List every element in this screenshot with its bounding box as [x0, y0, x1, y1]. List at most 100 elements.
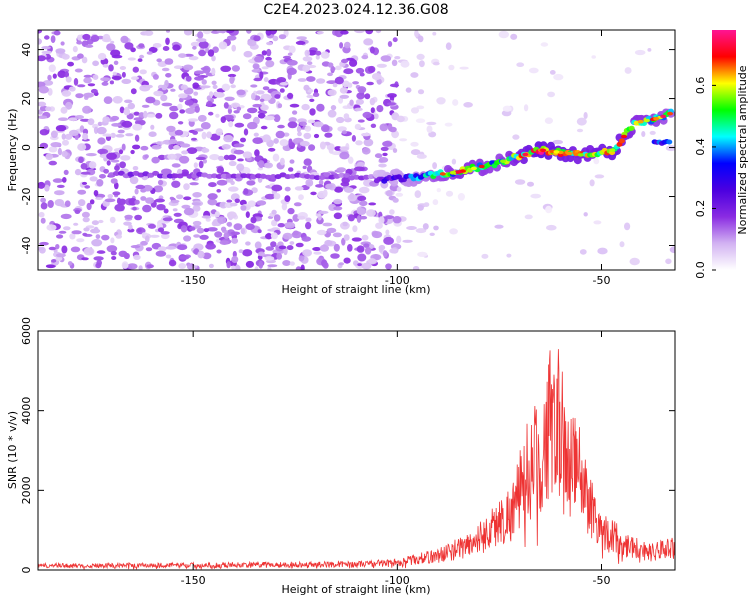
heatmap-y-axis: -40 -20 0 20 40 [20, 43, 675, 254]
heatmap-cell [356, 215, 362, 223]
colorbar-label: Normalized spectral amplitude [736, 65, 749, 234]
heatmap-cell [264, 162, 273, 169]
heatmap-cell [114, 182, 119, 190]
heatmap-cell [197, 250, 205, 259]
heatmap-cell [178, 255, 190, 260]
heatmap-cell [194, 70, 205, 75]
heatmap-cell [306, 76, 316, 82]
heatmap-cell [301, 236, 312, 242]
heatmap-cell [383, 236, 394, 245]
heatmap-cell [106, 152, 117, 160]
heatmap-cell [83, 77, 92, 84]
heatmap-cell [417, 204, 424, 211]
heatmap-cell [319, 141, 326, 150]
heatmap-cell [145, 247, 153, 252]
heatmap-cell [246, 30, 252, 34]
heatmap-cell [349, 99, 354, 106]
heatmap-cell [300, 264, 305, 270]
heatmap-cell [230, 173, 238, 179]
heatmap-cell [227, 73, 237, 78]
heatmap-cell [76, 40, 83, 45]
heatmap-cell [218, 41, 228, 50]
heatmap-cell [252, 137, 264, 145]
heatmap-cell [338, 262, 345, 266]
heatmap-cell [257, 229, 262, 234]
heatmap-cell [38, 85, 49, 94]
heatmap-cell [205, 243, 217, 250]
heatmap-cell [288, 167, 294, 172]
heatmap-cell [243, 128, 249, 136]
heatmap-cell [206, 95, 211, 101]
heatmap-cell [139, 54, 145, 59]
heatmap-cell [416, 53, 425, 61]
heatmap-cell [156, 58, 162, 63]
heatmap-cell [452, 99, 459, 106]
heatmap-cell [165, 254, 172, 259]
heatmap-cell [192, 220, 202, 226]
y-tick-label: 4000 [20, 397, 33, 425]
heatmap-cell [167, 153, 177, 160]
heatmap-cell [318, 179, 324, 186]
heatmap-cell [178, 53, 187, 58]
heatmap-cell [343, 173, 351, 178]
heatmap-cell [117, 170, 125, 176]
heatmap-cell [368, 258, 377, 264]
heatmap-cell [55, 253, 66, 258]
heatmap-cell [68, 86, 76, 92]
heatmap-cell [106, 245, 118, 253]
heatmap-cell [352, 225, 358, 233]
heatmap-cell [618, 138, 625, 144]
heatmap-cell [110, 159, 120, 163]
heatmap-cell [305, 179, 314, 187]
heatmap-cell [130, 149, 135, 155]
heatmap-cell [137, 228, 142, 233]
heatmap-cell [524, 214, 533, 220]
heatmap-cell [242, 249, 253, 257]
heatmap-cell [402, 239, 413, 243]
heatmap-cell [81, 257, 89, 261]
heatmap-cell [339, 151, 350, 160]
heatmap-cell [103, 168, 109, 174]
heatmap-cell [296, 36, 308, 40]
heatmap-cell [40, 197, 46, 203]
heatmap-cell [168, 144, 174, 150]
heatmap-cell [169, 111, 179, 120]
heatmap-cell [217, 216, 227, 225]
heatmap-cell [130, 88, 137, 95]
heatmap-cell [40, 217, 46, 224]
heatmap-cell [146, 114, 156, 118]
heatmap-cell [270, 241, 277, 248]
heatmap-cell [226, 222, 232, 227]
heatmap-cell [370, 107, 375, 114]
heatmap-cell [269, 174, 277, 180]
heatmap-cell [95, 234, 101, 240]
heatmap-cell [151, 156, 160, 164]
heatmap-cell [181, 171, 189, 177]
heatmap-cell [127, 57, 136, 61]
heatmap-cell [276, 252, 283, 260]
heatmap-cell [281, 202, 288, 211]
heatmap-cell [172, 44, 181, 51]
heatmap-cell [252, 63, 260, 70]
heatmap-cell [355, 67, 365, 74]
heatmap-cell [109, 80, 114, 85]
heatmap-cell [359, 215, 368, 220]
heatmap-cell [119, 161, 126, 169]
heatmap-cell [308, 144, 316, 151]
heatmap-cell [110, 40, 115, 44]
heatmap-cell [134, 120, 142, 125]
heatmap-cell [374, 113, 379, 120]
heatmap-cell [270, 232, 278, 240]
heatmap-cell [81, 56, 88, 64]
heatmap-cell [194, 76, 204, 81]
heatmap-cell [423, 202, 430, 208]
heatmap-cell [83, 92, 94, 98]
heatmap-cell [284, 186, 291, 192]
heatmap-cell [161, 84, 168, 91]
heatmap-cell [552, 139, 563, 145]
heatmap-cell [422, 223, 429, 230]
heatmap-cell [166, 125, 176, 133]
heatmap-cell [89, 176, 98, 182]
heatmap-cell [160, 231, 170, 235]
heatmap-cell [376, 78, 382, 85]
